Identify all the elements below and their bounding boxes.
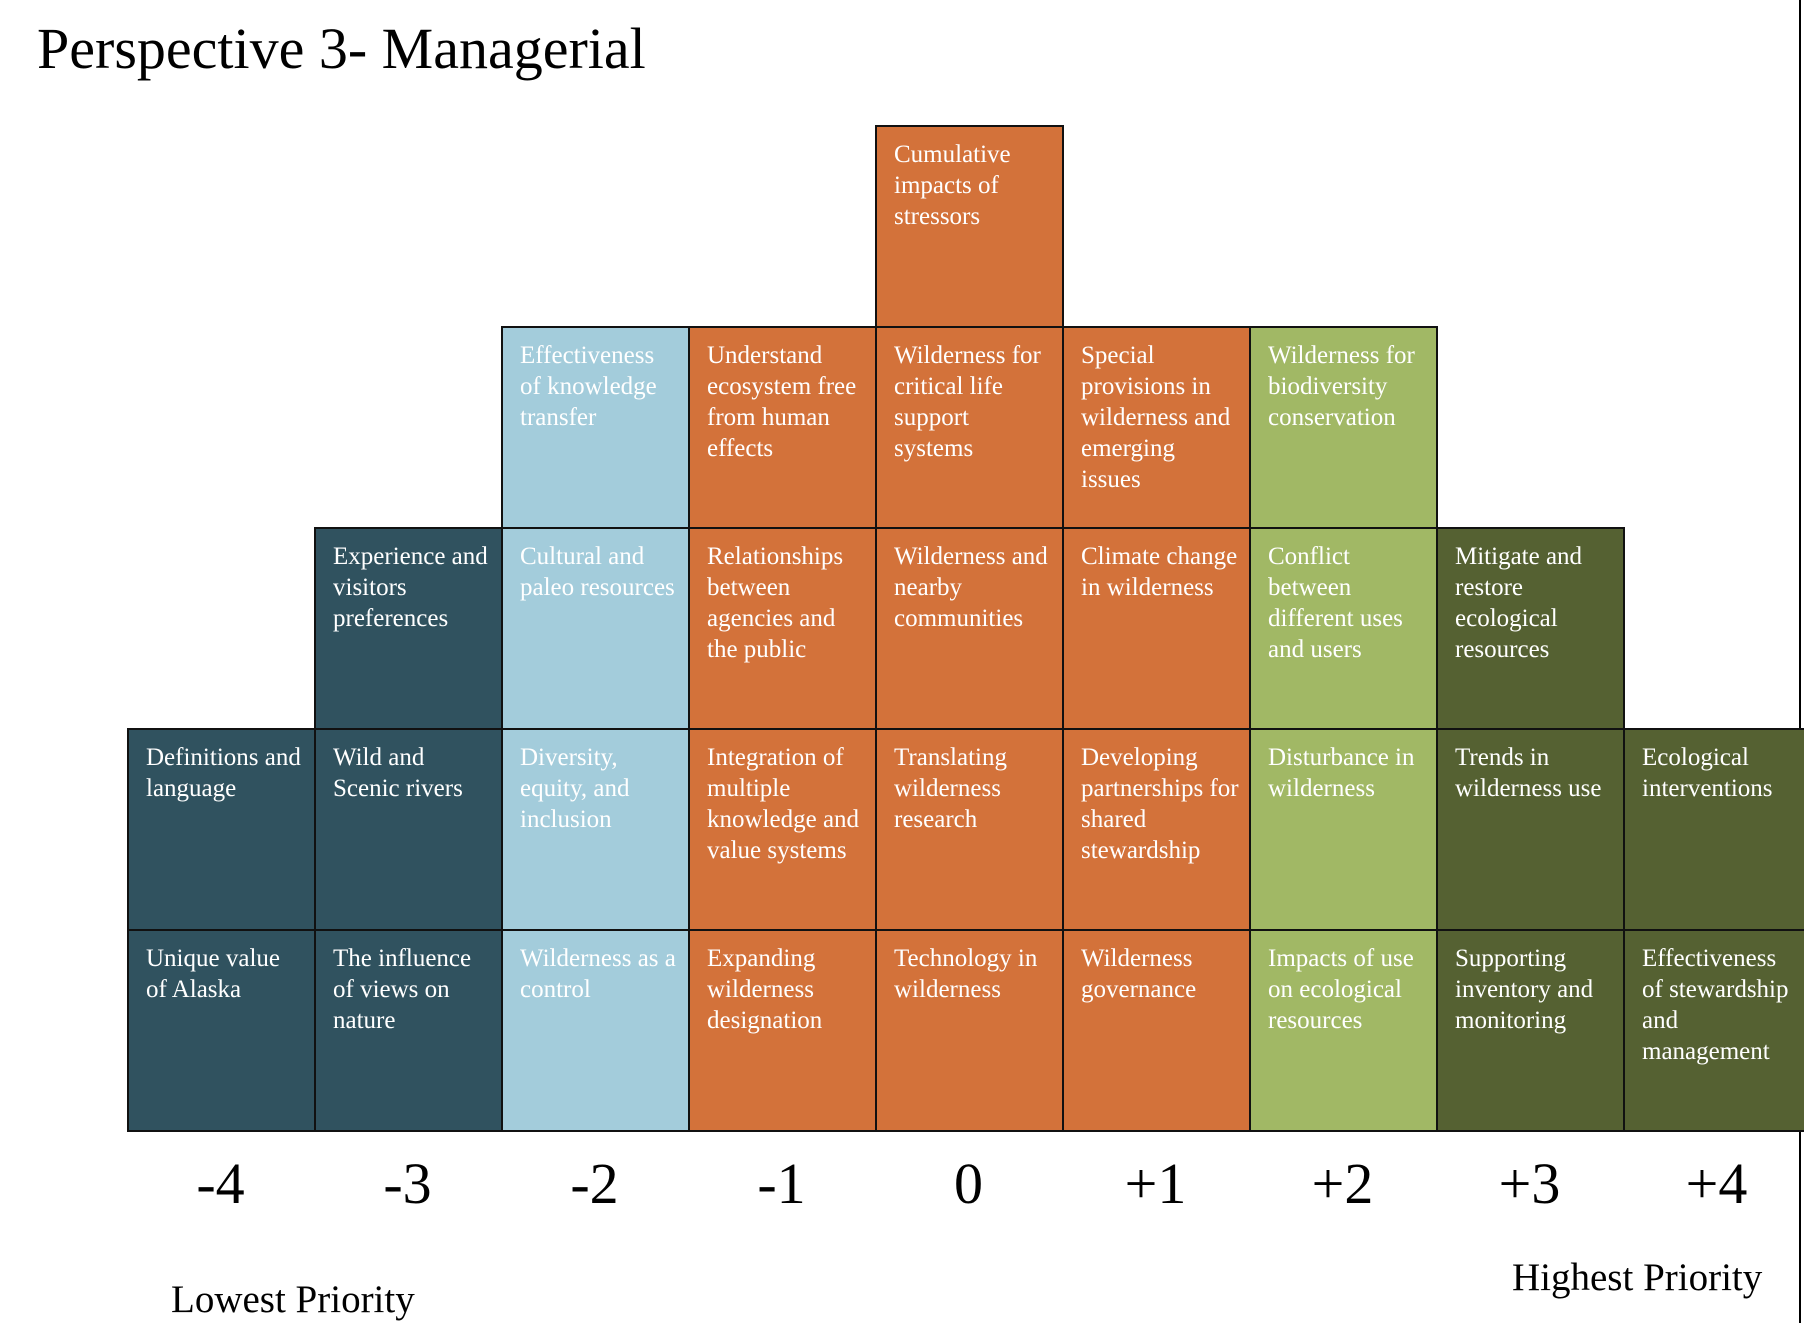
q-sort-card: Wild and Scenic rivers	[314, 728, 503, 931]
q-sort-card: Conflict between different uses and user…	[1249, 527, 1438, 730]
q-sort-card: Wilderness as a control	[501, 929, 690, 1132]
score-label: -1	[757, 1151, 806, 1216]
q-sort-card: Developing partnerships for shared stewa…	[1062, 728, 1251, 931]
q-sort-card: Supporting inventory and monitoring	[1436, 929, 1625, 1132]
q-sort-card: Unique value of Alaska	[127, 929, 316, 1132]
q-sort-card: Experience and visitors preferences	[314, 527, 503, 730]
q-sort-card: Wilderness for biodiversity conservation	[1249, 326, 1438, 529]
q-sort-card: Trends in wilderness use	[1436, 728, 1625, 931]
q-sort-card: Special provisions in wilderness and eme…	[1062, 326, 1251, 529]
q-sort-card: Relationships between agencies and the p…	[688, 527, 877, 730]
q-sort-card: Integration of multiple knowledge and va…	[688, 728, 877, 931]
q-sort-card: Cultural and paleo resources	[501, 527, 690, 730]
score-label: -4	[196, 1151, 245, 1216]
page-title: Perspective 3- Managerial	[37, 16, 646, 81]
q-sort-card: Disturbance in wilderness	[1249, 728, 1438, 931]
q-sort-card: The influence of views on nature	[314, 929, 503, 1132]
page-right-border	[1799, 0, 1801, 1323]
q-sort-card: Impacts of use on ecological resources	[1249, 929, 1438, 1132]
q-sort-card: Expanding wilderness designation	[688, 929, 877, 1132]
q-sort-card: Wilderness for critical life support sys…	[875, 326, 1064, 529]
q-sort-card: Technology in wilderness	[875, 929, 1064, 1132]
q-sort-card: Understand ecosystem free from human eff…	[688, 326, 877, 529]
score-label: +4	[1685, 1151, 1748, 1216]
q-sort-card: Definitions and language	[127, 728, 316, 931]
score-label: 0	[954, 1151, 983, 1216]
q-sort-card: Effectiveness of knowledge transfer	[501, 326, 690, 529]
q-sort-card: Effectiveness of stewardship and managem…	[1623, 929, 1804, 1132]
score-label: +2	[1311, 1151, 1374, 1216]
lowest-priority-label: Lowest Priority	[171, 1278, 415, 1321]
q-sort-card: Cumulative impacts of stressors	[875, 125, 1064, 328]
score-label: -2	[570, 1151, 619, 1216]
q-sort-card: Translating wilderness research	[875, 728, 1064, 931]
q-sort-card: Wilderness and nearby communities	[875, 527, 1064, 730]
score-label: -3	[383, 1151, 432, 1216]
q-sort-card: Diversity, equity, and inclusion	[501, 728, 690, 931]
q-sort-card: Climate change in wilderness	[1062, 527, 1251, 730]
highest-priority-label: Highest Priority	[1512, 1256, 1763, 1299]
score-label: +1	[1124, 1151, 1187, 1216]
q-sort-card: Mitigate and restore ecological resource…	[1436, 527, 1625, 730]
q-sort-card: Ecological interventions	[1623, 728, 1804, 931]
score-label: +3	[1498, 1151, 1561, 1216]
q-sort-card: Wilderness governance	[1062, 929, 1251, 1132]
